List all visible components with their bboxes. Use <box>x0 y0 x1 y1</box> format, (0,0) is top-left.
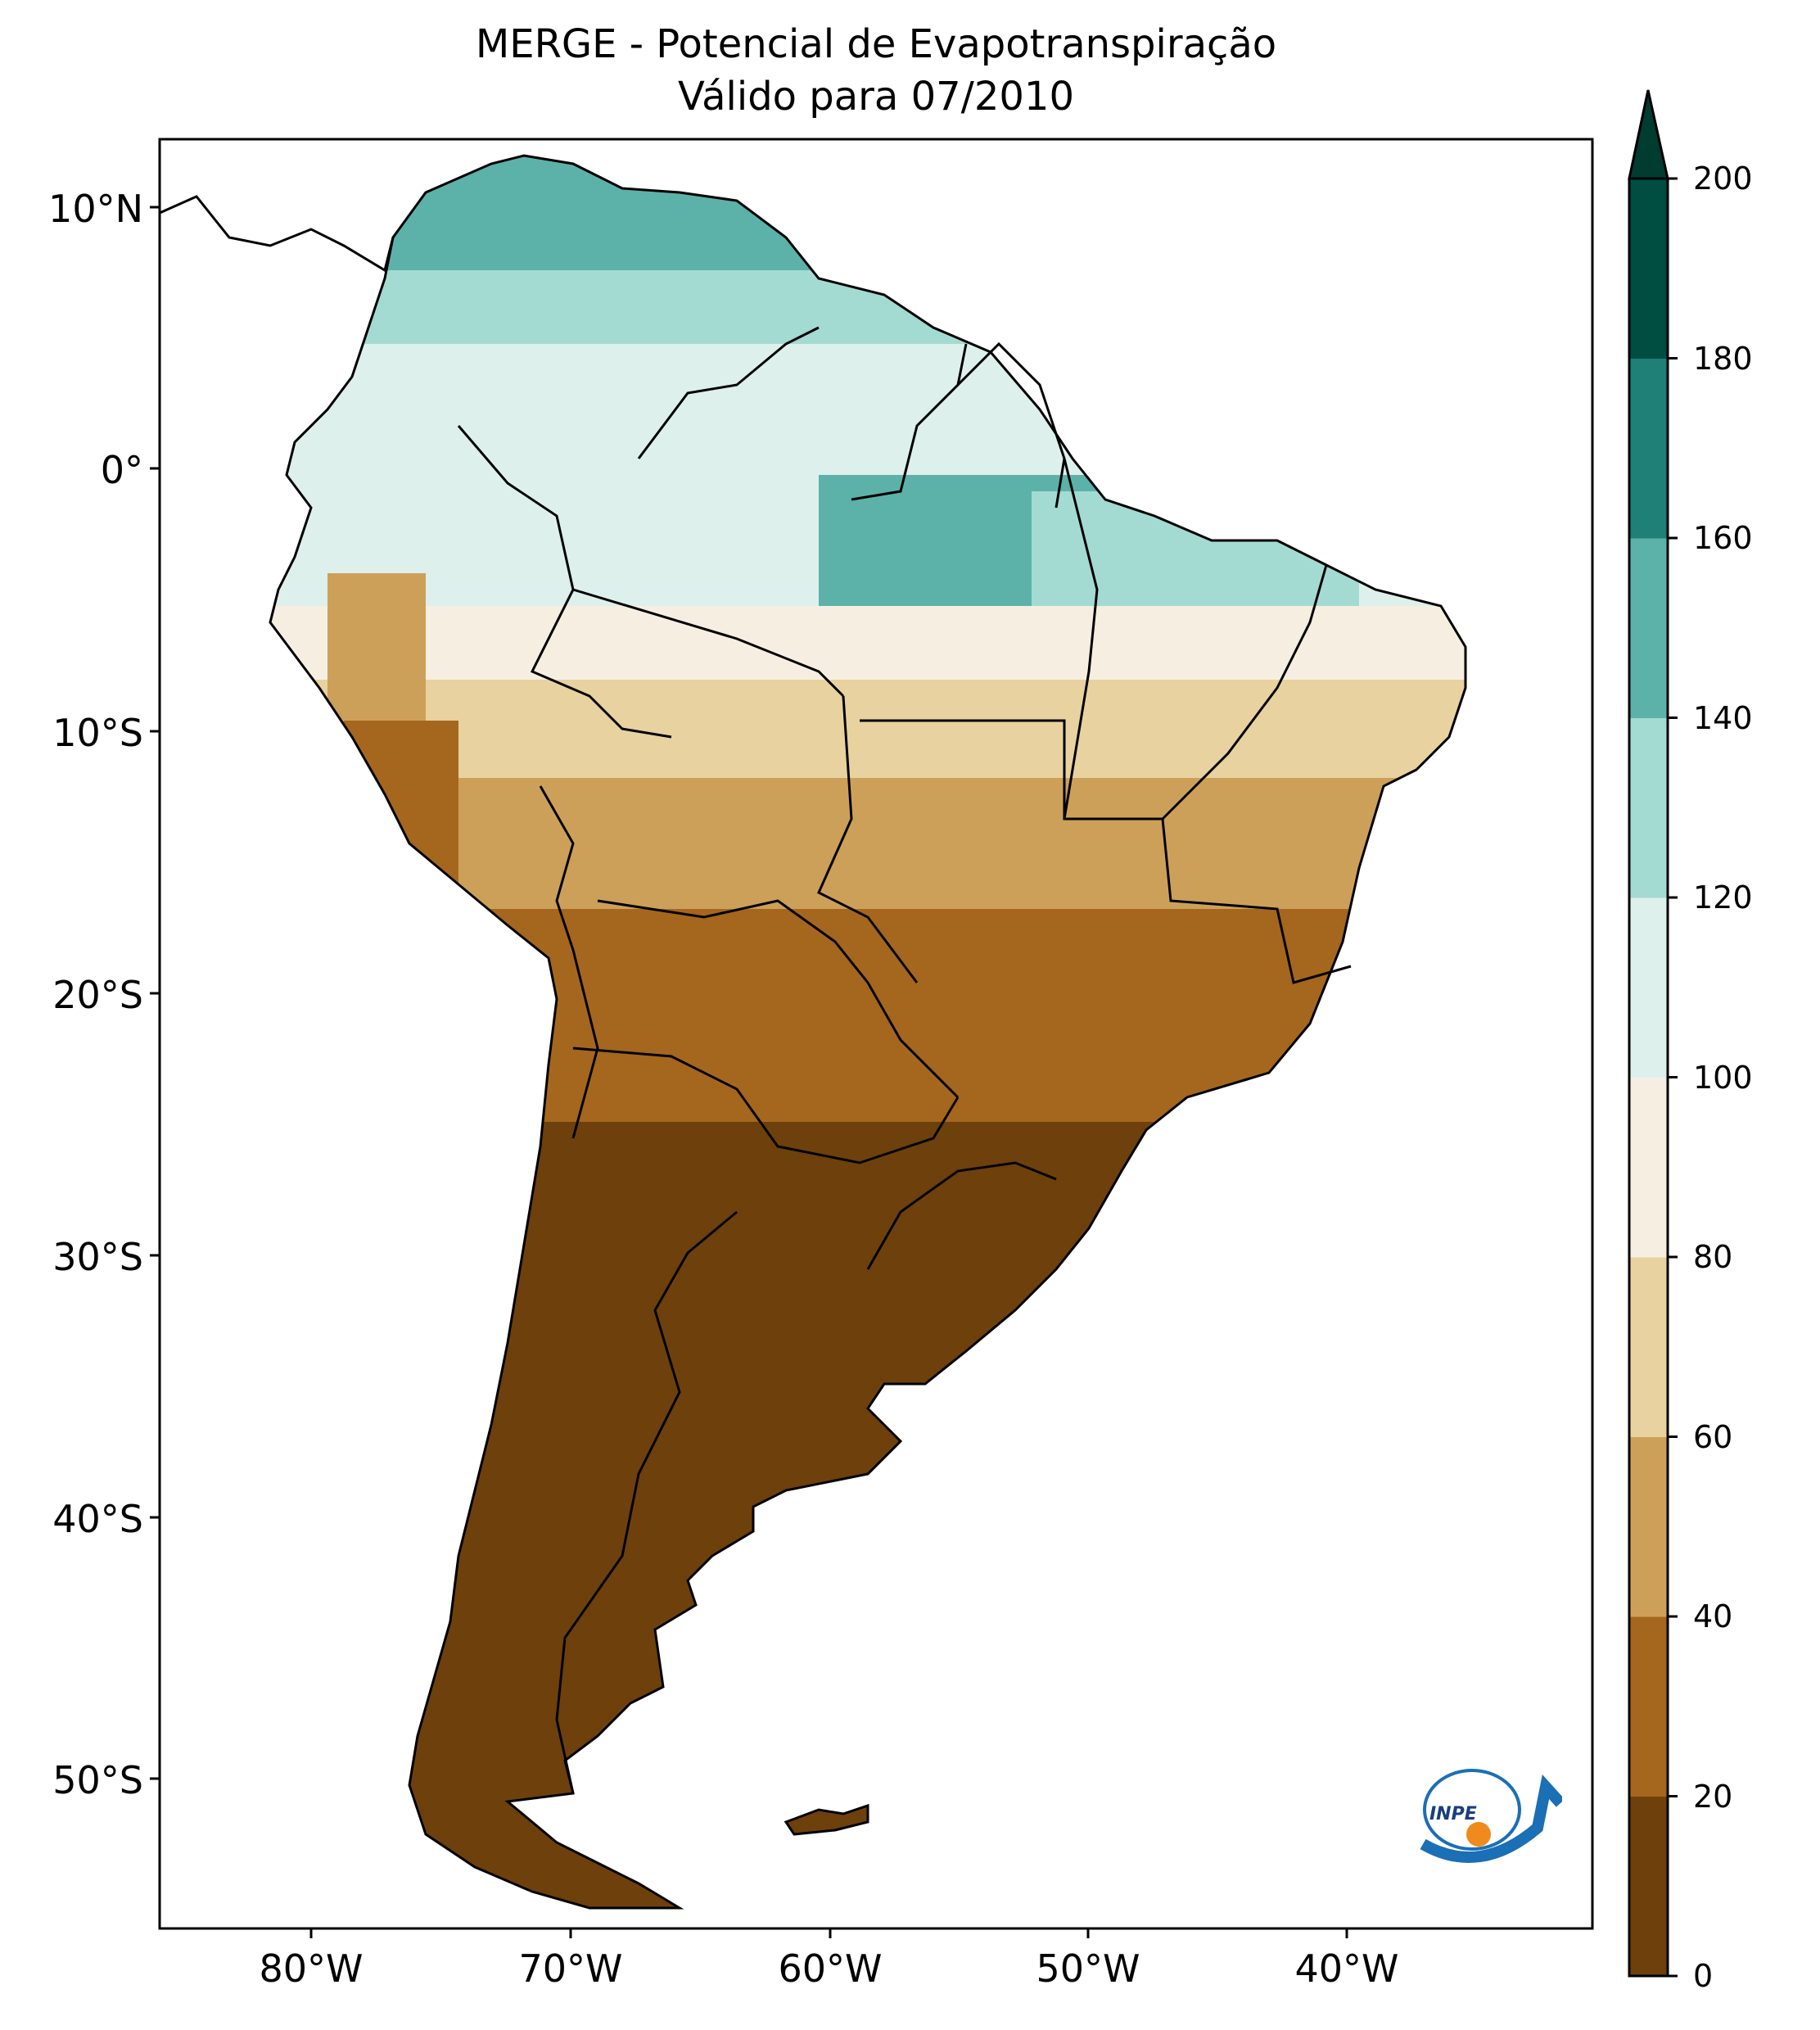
continent-outline <box>269 154 1467 1910</box>
lon-tick-label: 60°W <box>778 1946 883 1991</box>
map-frame <box>158 138 1594 1930</box>
colorbar-extend-arrow <box>1628 89 1669 180</box>
colorbar-segment <box>1629 897 1668 1078</box>
central-america-outline <box>159 195 395 273</box>
falkland-islands <box>784 1803 869 1836</box>
lat-tick-label: 50°S <box>52 1758 143 1802</box>
lat-tick-label: 30°S <box>52 1235 143 1279</box>
colorbar-segment <box>1629 1616 1668 1797</box>
colorbar-tick-label: 140 <box>1693 699 1753 736</box>
colorbar-tick-label: 40 <box>1693 1598 1733 1634</box>
colorbar-segment <box>1629 1436 1668 1617</box>
lat-tick-label: 0° <box>100 448 143 492</box>
lon-tick-label: 50°W <box>1036 1946 1140 1991</box>
colorbar-tick-label: 180 <box>1693 340 1753 377</box>
lon-tick-label: 40°W <box>1294 1946 1399 1991</box>
colorbar-tick-label: 160 <box>1693 520 1753 556</box>
colorbar-tick-label: 0 <box>1693 1958 1714 1994</box>
lat-tick-label: 10°N <box>48 187 143 231</box>
colorbar-segment <box>1629 538 1668 718</box>
axis-ticks <box>150 206 1348 1938</box>
colorbar-segment <box>1629 358 1668 539</box>
inpe-logo: INPE <box>1415 1762 1565 1869</box>
lat-tick-label: 20°S <box>52 973 143 1017</box>
lat-tick-label: 40°S <box>52 1497 143 1541</box>
colorbar-tick-label: 100 <box>1693 1059 1753 1096</box>
inpe-logo-text: INPE <box>1429 1804 1477 1824</box>
country-borders <box>457 326 1352 1794</box>
colorbar-segment <box>1629 1257 1668 1437</box>
colorbar-segment <box>1629 179 1668 359</box>
colorbar-segment <box>1629 1077 1668 1258</box>
colorbar-tick-label: 60 <box>1693 1418 1733 1455</box>
colorbar-segment <box>1629 1796 1668 1977</box>
lon-tick-label: 70°W <box>518 1946 623 1991</box>
colorbar-tick-label: 120 <box>1693 879 1753 916</box>
lat-tick-label: 10°S <box>52 711 143 755</box>
colorbar-tick-label: 20 <box>1693 1778 1733 1815</box>
colorbar-ticks <box>1668 177 1678 1978</box>
lon-tick-label: 80°W <box>259 1946 364 1991</box>
colorbar-segment <box>1629 717 1668 898</box>
colorbar-tick-label: 200 <box>1693 161 1753 197</box>
chart-title: MERGE - Potencial de Evapotranspiração <box>475 21 1277 67</box>
chart-subtitle: Válido para 07/2010 <box>678 74 1074 120</box>
colorbar-segments <box>1629 179 1668 1977</box>
colorbar-tick-label: 80 <box>1693 1239 1733 1275</box>
